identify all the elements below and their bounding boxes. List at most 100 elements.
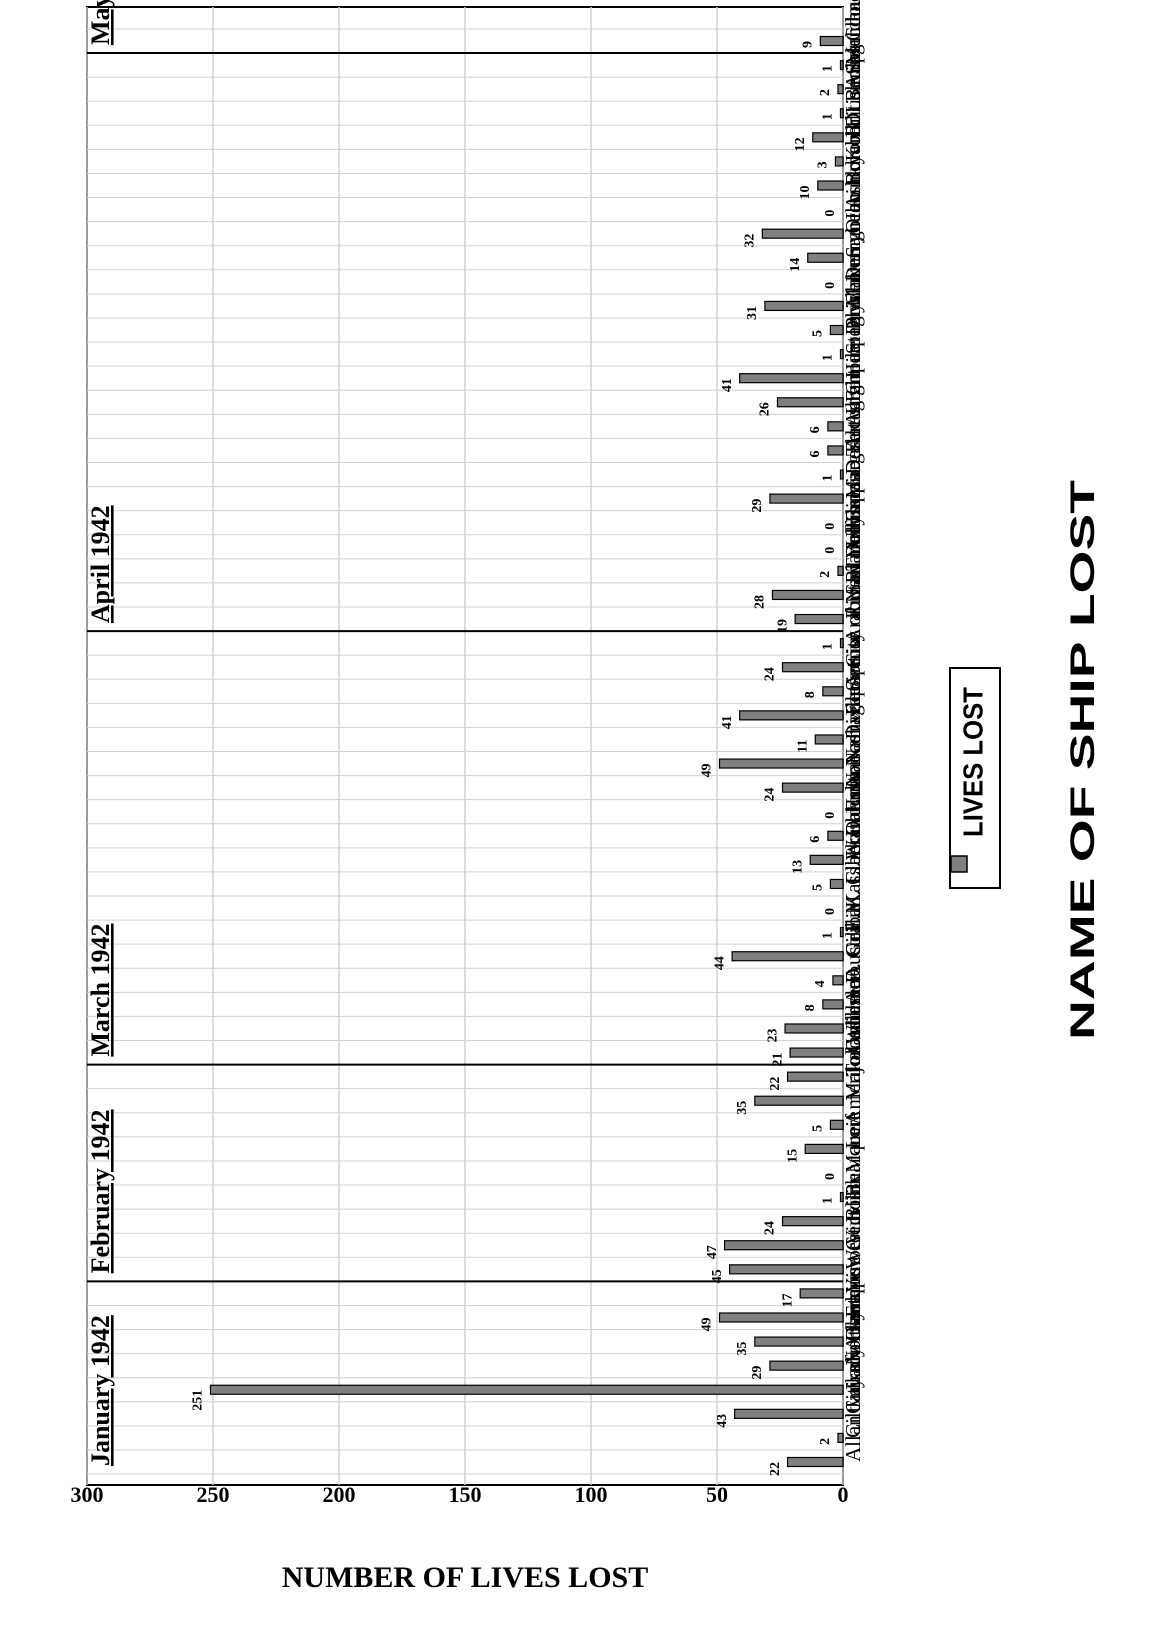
- grid-lines: [86, 7, 844, 1485]
- category-label: Naeco: [841, 734, 865, 788]
- month-label: March 1942: [86, 923, 115, 1056]
- bar: [839, 349, 844, 360]
- category-label: Chenango: [841, 221, 865, 306]
- data-label: 1: [821, 932, 836, 939]
- category-label: Buarque: [841, 1126, 865, 1197]
- data-label: 14: [788, 258, 803, 272]
- bar: [829, 1119, 844, 1130]
- bar: [731, 951, 844, 962]
- category-label: Australia: [841, 903, 865, 981]
- data-label: 4: [813, 980, 828, 987]
- bar: [839, 1191, 844, 1203]
- bar: [822, 686, 844, 697]
- bar: [822, 999, 844, 1010]
- legend: LIVES LOST: [949, 667, 1001, 889]
- category-label: Major Wheeler: [841, 973, 865, 1100]
- data-label: 6: [808, 426, 823, 433]
- category-label: Koll: [841, 124, 865, 162]
- data-label: 24: [763, 1221, 778, 1235]
- category-label: Derryheen: [841, 193, 865, 282]
- bar: [837, 565, 844, 576]
- category-label: Narragansett: [841, 656, 865, 763]
- data-label: 1: [821, 113, 836, 120]
- month-label: January 1942: [86, 1315, 115, 1466]
- category-label: Ulysses: [841, 481, 865, 546]
- data-label: 47: [705, 1245, 720, 1259]
- data-label: 15: [785, 1149, 800, 1163]
- data-label: 1: [821, 1197, 836, 1204]
- data-label: 21: [770, 1053, 785, 1067]
- data-label: 43: [715, 1414, 730, 1428]
- data-label: 35: [735, 1101, 750, 1115]
- bar: [771, 589, 844, 601]
- bar: [812, 132, 844, 143]
- data-label: 3: [816, 161, 831, 168]
- category-label: Empire Dryden: [841, 272, 865, 403]
- bar: [837, 1432, 844, 1444]
- data-label: 8: [803, 691, 818, 698]
- bar: [829, 878, 844, 890]
- x-tick-label: 250: [197, 1482, 230, 1507]
- month-label: May 1942: [86, 0, 115, 45]
- bar: [817, 180, 844, 191]
- data-label: 45: [710, 1269, 725, 1283]
- data-label: 6: [808, 450, 823, 457]
- category-label: Olympic: [841, 1268, 865, 1342]
- bar: [814, 734, 844, 745]
- bar: [761, 228, 844, 239]
- y-axis-label: NAME OF SHIP LOST: [1064, 480, 1102, 1040]
- bar: [754, 1336, 844, 1347]
- data-label: 24: [763, 667, 778, 681]
- category-label: Tamaulipas: [841, 474, 865, 571]
- category-label: City of New York: [841, 517, 865, 667]
- bar: [754, 1095, 844, 1106]
- category-label: Venore: [841, 1234, 865, 1293]
- data-label: 0: [823, 282, 838, 289]
- category-label: Harpagon: [841, 295, 865, 378]
- bar: [819, 35, 844, 47]
- legend-label: LIVES LOST: [957, 687, 988, 837]
- category-label: San Jacinto: [841, 162, 865, 258]
- data-label: 0: [823, 812, 838, 819]
- data-label: 26: [758, 402, 773, 416]
- data-label: 13: [790, 860, 805, 874]
- category-label: Lady Hawkins: [841, 1267, 865, 1390]
- data-label: 11: [795, 739, 810, 752]
- category-label: Norvana: [841, 1293, 865, 1366]
- x-tick-label: 100: [575, 1482, 608, 1507]
- bar: [781, 662, 844, 673]
- bar: [764, 300, 844, 312]
- data-label: 5: [811, 330, 826, 337]
- bar: [804, 1143, 844, 1154]
- category-label: Liberator: [841, 806, 865, 884]
- category-label: Oakmar: [841, 768, 865, 836]
- category-label: Malchace: [841, 0, 865, 65]
- category-label: Empire Gem: [841, 1210, 865, 1318]
- x-tick-labels: 0 50 100 150 200 250 300: [71, 1482, 849, 1507]
- bar: [839, 638, 844, 649]
- data-label: 29: [750, 1366, 765, 1380]
- data-label: 2: [818, 1438, 833, 1445]
- data-label: 2: [818, 571, 833, 578]
- x-tick-label: 200: [323, 1482, 356, 1507]
- bar: [794, 613, 844, 625]
- bar: [799, 1288, 844, 1299]
- category-label: Agra: [841, 384, 865, 427]
- category-label: Leif: [841, 1114, 865, 1149]
- category-label: Dixie Arrow: [841, 633, 865, 739]
- category-label: Rio Blanco: [841, 524, 865, 619]
- category-label: W.E. Hutton: [841, 755, 865, 860]
- data-label: 23: [765, 1028, 780, 1042]
- category-label: Margaret: [841, 422, 865, 499]
- category-label: Blink: [841, 1174, 865, 1221]
- category-label: Desert Light: [841, 369, 865, 475]
- data-label: 1: [821, 354, 836, 361]
- data-label: 0: [823, 523, 838, 530]
- category-label: Marore: [841, 1111, 865, 1173]
- category-label: Clan Skene: [841, 0, 865, 41]
- data-label: 0: [823, 908, 838, 915]
- bar: [728, 1264, 844, 1275]
- bar: [739, 710, 844, 721]
